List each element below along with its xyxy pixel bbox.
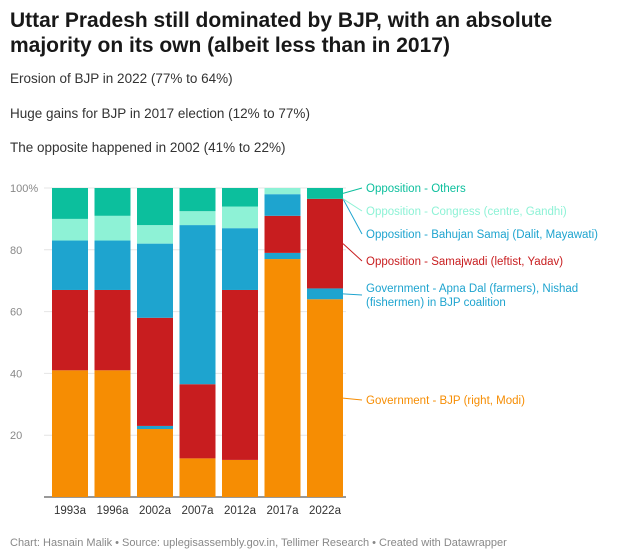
- bar-segment: [222, 188, 258, 207]
- bar-segment: [137, 225, 173, 244]
- y-axis-ticks: 100% 80 60 40 20: [10, 183, 38, 442]
- bar-segment: [307, 288, 343, 300]
- bar-segment: [179, 211, 216, 226]
- bar-segment: [94, 370, 131, 497]
- bar-segment: [307, 198, 343, 289]
- bar-segment: [264, 188, 301, 195]
- bar-segment: [307, 188, 343, 199]
- x-axis-ticks: 1993a 1996a 2002a 2007a 2012a 2017a 2022a: [54, 505, 342, 517]
- legend-connector: [342, 198, 363, 235]
- x-tick-label: 2002a: [139, 505, 172, 517]
- legend-connector: [342, 198, 363, 212]
- note-2022-erosion: Erosion of BJP in 2022 (77% to 64%): [10, 71, 233, 86]
- bar-segment: [137, 425, 173, 430]
- bar-segment: [94, 215, 131, 241]
- bar-segment: [94, 188, 131, 216]
- legend-label: Opposition - Others: [366, 183, 466, 195]
- legend: Government - BJP (right, Modi) Government…: [342, 183, 598, 407]
- legend-connector: [342, 243, 363, 262]
- legend-label: (fishermen) in BJP coalition: [366, 297, 506, 309]
- legend-connector: [342, 293, 363, 296]
- bar-segment: [264, 259, 301, 497]
- y-tick-label: 40: [10, 368, 22, 380]
- bar-segment: [264, 194, 301, 216]
- y-tick-label: 20: [10, 430, 22, 442]
- bar-segment: [137, 429, 173, 497]
- bar-segments: [52, 188, 343, 497]
- bar-segment: [307, 299, 343, 497]
- y-tick-label: 60: [10, 307, 22, 319]
- bar-segment: [264, 252, 301, 260]
- x-tick-label: 2007a: [182, 505, 215, 517]
- bar-segment: [137, 188, 173, 226]
- bar-segment: [52, 240, 88, 290]
- x-tick-label: 1996a: [97, 505, 130, 517]
- bar-segment: [179, 188, 216, 212]
- bar-segment: [52, 188, 88, 219]
- legend-connector: [342, 397, 363, 401]
- bar-segment: [179, 458, 216, 497]
- bar-segment: [179, 225, 216, 385]
- note-2017-gains: Huge gains for BJP in 2017 election (12%…: [10, 106, 310, 121]
- bar-segment: [222, 289, 258, 460]
- bar-segment: [179, 384, 216, 459]
- legend-connector: [342, 187, 363, 194]
- bar-segment: [137, 243, 173, 318]
- bar-segment: [222, 228, 258, 290]
- bar-segment: [222, 206, 258, 229]
- bar-segment: [94, 289, 131, 371]
- y-tick-label: 100%: [10, 183, 38, 195]
- legend-label: Opposition - Samajwadi (leftist, Yadav): [366, 256, 563, 268]
- stacked-bar-chart: 100% 80 60 40 20 1993a 1996a 2002a 2007a 2012a 20…: [10, 183, 598, 517]
- legend-label: Opposition - Bahujan Samaj (Dalit, Mayaw…: [366, 229, 598, 241]
- bar-segment: [264, 215, 301, 253]
- bar-segment: [52, 289, 88, 371]
- bar-segment: [52, 370, 88, 497]
- x-tick-label: 2012a: [224, 505, 257, 517]
- legend-label: Government - Apna Dal (farmers), Nishad: [366, 283, 578, 295]
- bar-segment: [52, 218, 88, 241]
- y-tick-label: 80: [10, 245, 22, 257]
- x-tick-label: 1993a: [54, 505, 87, 517]
- note-2002-opposite: The opposite happened in 2002 (41% to 22…: [10, 140, 286, 155]
- legend-label: Government - BJP (right, Modi): [366, 395, 525, 407]
- x-tick-label: 2022a: [309, 505, 342, 517]
- bar-segment: [222, 459, 258, 497]
- legend-label: Opposition - Congress (centre, Gandhi): [366, 206, 567, 218]
- x-tick-label: 2017a: [267, 505, 300, 517]
- chart-title: Uttar Pradesh still dominated by BJP, wi…: [10, 9, 553, 57]
- chart-footer: Chart: Hasnain Malik • Source: uplegisas…: [10, 537, 507, 549]
- bar-segment: [137, 317, 173, 426]
- bar-segment: [94, 240, 131, 290]
